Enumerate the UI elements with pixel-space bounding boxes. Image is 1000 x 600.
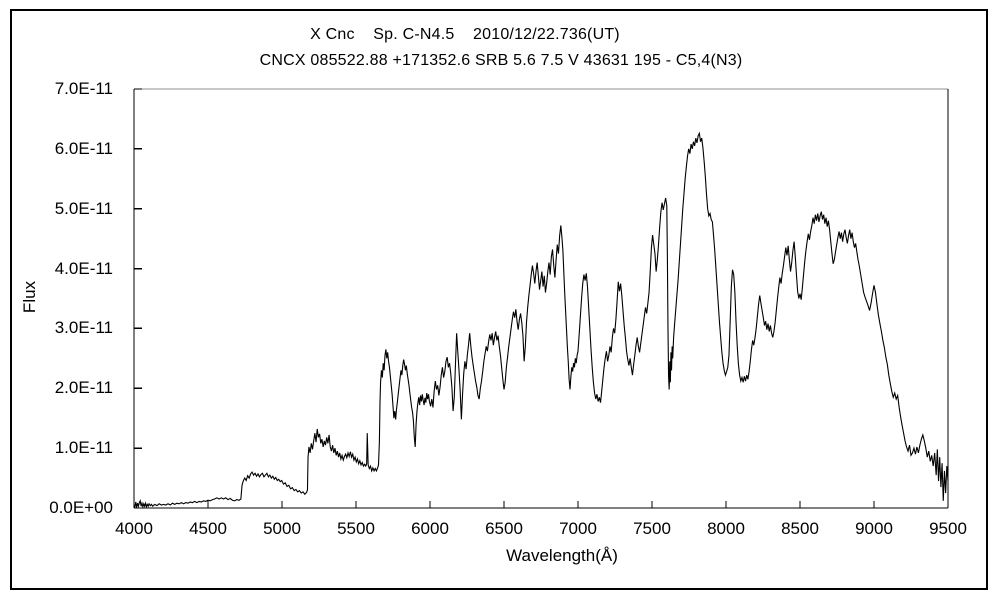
x-tick-label: 5500 — [337, 519, 375, 538]
x-tick-label: 7500 — [633, 519, 671, 538]
x-tick-label: 8000 — [707, 519, 745, 538]
y-tick-label: 7.0E-11 — [54, 79, 113, 98]
plot-title: X Cnc Sp. C-N4.5 2010/12/22.736(UT) — [310, 26, 620, 43]
y-tick-label: 3.0E-11 — [54, 318, 113, 338]
x-tick-label: 4500 — [189, 519, 227, 538]
y-tick-label: 1.0E-11 — [54, 438, 113, 458]
y-tick-label: 5.0E-11 — [54, 198, 113, 218]
x-tick-label: 9000 — [855, 519, 893, 538]
y-tick-label: 6.0E-11 — [54, 138, 113, 158]
x-tick-label: 6500 — [485, 519, 523, 538]
x-tick-label: 6000 — [411, 519, 449, 538]
x-tick-label: 7000 — [559, 519, 597, 538]
y-tick-label: 0.0E+00 — [49, 498, 113, 517]
x-tick-label: 5000 — [263, 519, 301, 538]
x-tick-label: 8500 — [781, 519, 819, 538]
y-tick-label: 4.0E-11 — [54, 258, 113, 278]
y-tick-label: 2.0E-11 — [54, 378, 113, 398]
x-tick-label: 4000 — [115, 519, 153, 538]
x-axis-label: Wavelength(Å) — [506, 546, 618, 565]
x-tick-label: 9500 — [929, 519, 967, 538]
plot-subtitle: CNCX 085522.88 +171352.6 SRB 5.6 7.5 V 4… — [259, 52, 743, 69]
spectrum-line — [133, 131, 949, 509]
